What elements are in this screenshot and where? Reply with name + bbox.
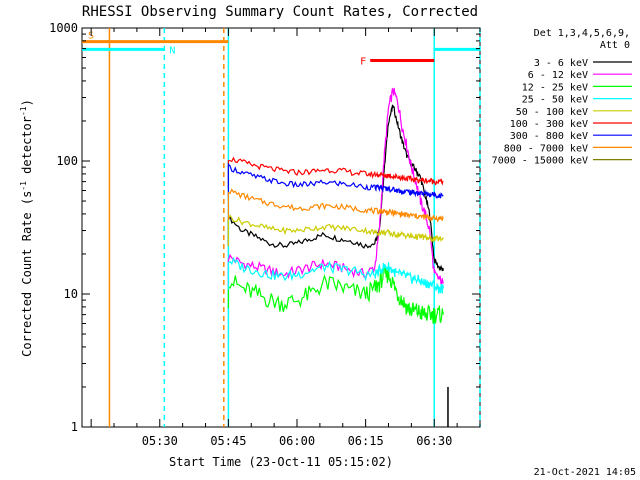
legend-label: 3 - 6 keV <box>534 58 588 69</box>
legend-header-line2: Att 0 <box>600 40 630 51</box>
x-axis: 05:30 05:45 06:00 06:15 06:30 <box>90 28 481 448</box>
annotation-label: F <box>360 56 366 67</box>
y-tick-label: 100 <box>56 154 78 168</box>
x-tick-label: 06:30 <box>416 434 452 448</box>
y-tick-label: 1 <box>71 420 78 434</box>
x-tick-label: 05:30 <box>142 434 178 448</box>
x-tick-label: 06:15 <box>348 434 384 448</box>
legend-label: 12 - 25 keV <box>522 82 588 93</box>
series-line <box>227 188 444 223</box>
series-line <box>227 87 444 288</box>
annotation-label: N <box>169 45 175 56</box>
chart-title: RHESSI Observing Summary Count Rates, Co… <box>82 4 478 20</box>
y-axis: 1 10 100 1000 <box>49 21 480 434</box>
series-line <box>227 156 444 188</box>
legend-label: 25 - 50 keV <box>522 95 588 106</box>
x-tick-label: 06:00 <box>279 434 315 448</box>
y-tick-label: 10 <box>64 287 78 301</box>
series-line <box>227 214 444 247</box>
x-tick-label: 05:45 <box>210 434 246 448</box>
legend-label: 800 - 7000 keV <box>504 143 588 154</box>
series-lines <box>227 87 444 324</box>
legend-label: 50 - 100 keV <box>516 107 588 118</box>
annotation-label: S <box>88 31 94 42</box>
series-line <box>227 263 444 324</box>
annotation-bars: S N F <box>82 31 435 67</box>
legend-header-line1: Det 1,3,4,5,6,9, <box>534 28 630 39</box>
series-line <box>227 256 444 294</box>
series-line <box>227 162 444 199</box>
legend-label: 6 - 12 keV <box>528 70 588 81</box>
plot-area <box>81 27 481 428</box>
y-tick-label: 1000 <box>49 21 78 35</box>
footer-timestamp: 21-Oct-2021 14:05 <box>534 467 636 478</box>
vertical-markers <box>108 28 481 427</box>
legend-label: 7000 - 15000 keV <box>492 156 588 167</box>
legend-label: 300 - 800 keV <box>510 131 588 142</box>
y-axis-label: Corrected Count Rate (s-1 detector-1) <box>19 99 34 357</box>
x-axis-label: Start Time (23-Oct-11 05:15:02) <box>169 455 393 469</box>
legend-label: 100 - 300 keV <box>510 119 588 130</box>
series-line <box>227 104 444 272</box>
